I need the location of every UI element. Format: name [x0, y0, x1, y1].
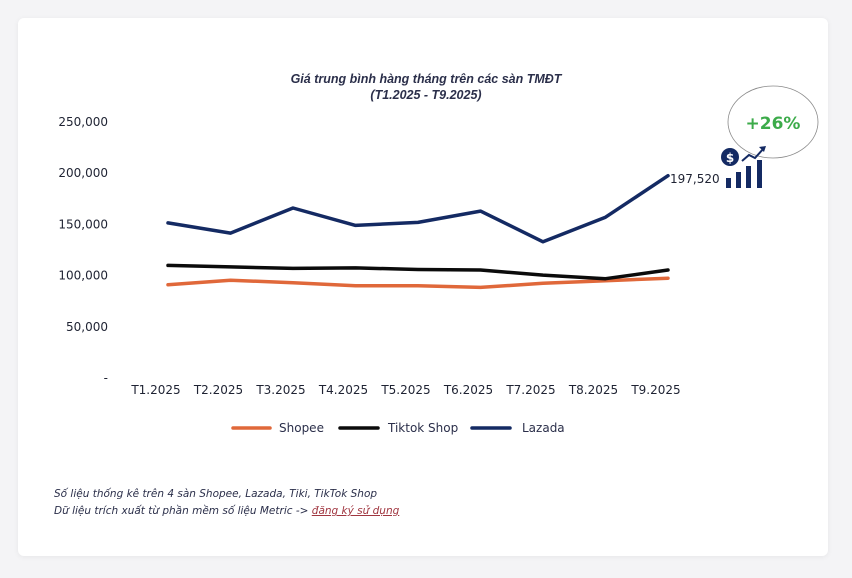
footnote-source-text: Dữ liệu trích xuất từ phần mềm số liệu M… — [54, 505, 312, 517]
growth-bar-chart-icon — [726, 146, 766, 188]
y-tick-label: 100,000 — [58, 269, 108, 283]
legend-item: Shopee — [231, 421, 324, 435]
legend: Shopee Tiktok Shop Lazada — [231, 421, 565, 435]
legend-item: Tiktok Shop — [338, 421, 458, 435]
series-line-lazada — [166, 173, 670, 244]
x-tick-label: T9.2025 — [630, 383, 680, 397]
dollar-coin-icon: $ — [721, 148, 739, 166]
x-tick-label: T1.2025 — [130, 383, 180, 397]
y-tick-label: 200,000 — [58, 166, 108, 180]
series-line-tiktok-shop — [166, 263, 670, 281]
legend-label: Lazada — [522, 421, 565, 435]
y-tick-label: - — [104, 371, 108, 385]
x-tick-label: T5.2025 — [380, 383, 430, 397]
x-tick-label: T7.2025 — [505, 383, 555, 397]
x-tick-label: T3.2025 — [255, 383, 305, 397]
y-axis: - 50,000 100,000 150,000 200,000 250,000 — [58, 115, 108, 385]
register-link[interactable]: đăng ký sử dụng — [311, 505, 400, 517]
x-tick-label: T8.2025 — [568, 383, 618, 397]
legend-label: Shopee — [279, 421, 324, 435]
chart-title: Giá trung bình hàng tháng trên các sàn T… — [291, 72, 563, 86]
end-value-label: 197,520 — [670, 172, 720, 186]
series-line-shopee — [166, 276, 670, 290]
y-tick-label: 150,000 — [58, 217, 108, 231]
x-tick-label: T2.2025 — [193, 383, 243, 397]
legend-label: Tiktok Shop — [387, 421, 458, 435]
y-tick-label: 50,000 — [66, 320, 108, 334]
svg-text:$: $ — [726, 151, 734, 165]
series-lines — [166, 173, 670, 290]
legend-item: Lazada — [470, 421, 565, 435]
footnote-line-2: Dữ liệu trích xuất từ phần mềm số liệu M… — [54, 505, 399, 517]
x-axis: T1.2025 T2.2025 T3.2025 T4.2025 T5.2025 T6.20… — [130, 383, 680, 397]
x-tick-label: T6.2025 — [443, 383, 493, 397]
chart-subtitle: (T1.2025 - T9.2025) — [370, 88, 481, 102]
x-tick-label: T4.2025 — [318, 383, 368, 397]
footnote-line-1: Số liệu thống kê trên 4 sàn Shopee, Laza… — [54, 488, 378, 500]
y-tick-label: 250,000 — [58, 115, 108, 129]
growth-badge-label: +26% — [746, 114, 801, 134]
growth-badge: +26% — [727, 85, 819, 159]
